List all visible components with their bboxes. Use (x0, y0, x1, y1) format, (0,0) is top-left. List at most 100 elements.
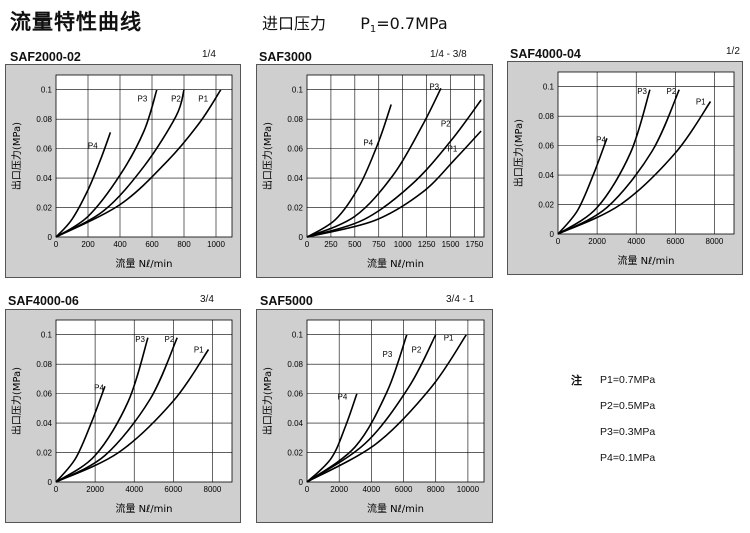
series-line-p3 (306, 87, 442, 238)
series-label-p3: P3 (383, 350, 393, 359)
series-line-p3 (55, 337, 149, 483)
y-tick-origin: 0 (299, 233, 304, 242)
x-tick-label: 6000 (666, 237, 684, 246)
series-label-p1: P1 (696, 97, 706, 106)
y-tick-origin: 0 (48, 478, 53, 487)
inlet-pressure-sub: 1 (369, 24, 377, 35)
y-tick-label: 0.08 (287, 360, 303, 369)
y-tick-label: 0.02 (538, 201, 554, 210)
x-tick-label: 2000 (86, 485, 104, 494)
series-line-p1 (55, 89, 222, 238)
plot-area (55, 74, 233, 238)
inlet-pressure-label: 进口压力 (262, 14, 327, 33)
series-line-p4 (55, 386, 106, 483)
x-tick-label: 2000 (330, 485, 348, 494)
series-label-p2: P2 (171, 95, 181, 104)
inlet-pressure: 进口压力 P1=0.7MPa (262, 10, 448, 35)
y-axis-title: 出口压力(MPa) (261, 122, 274, 190)
legend-entry-p3: P3=0.3MPa (600, 426, 656, 438)
plot-area (306, 319, 485, 483)
series-label-p2: P2 (441, 120, 451, 129)
y-tick-label: 0.08 (538, 112, 554, 121)
x-tick-label: 800 (177, 240, 191, 249)
series-line-p3 (55, 89, 158, 238)
series-label-p3: P3 (135, 335, 145, 344)
plot-area (55, 319, 233, 483)
x-tick-label: 1000 (207, 240, 225, 249)
legend-entry-p4: P4=0.1MPa (600, 452, 656, 464)
chart-size-saf4000-06: 3/4 (200, 294, 214, 305)
x-tick-label: 1250 (418, 240, 436, 249)
y-tick-origin: 0 (48, 233, 53, 242)
x-tick-label: 2000 (588, 237, 606, 246)
x-tick-label: 0 (54, 240, 59, 249)
chart-panel-saf4000-04: 0 2000 4000 6000 8000 0.02 0.04 0.06 0.08 0.1 0 P4 P… (507, 61, 743, 275)
y-tick-label: 0.08 (36, 360, 52, 369)
y-tick-label: 0.06 (538, 142, 554, 151)
series-label-p4: P4 (363, 139, 373, 148)
y-tick-label: 0.06 (36, 145, 52, 154)
x-tick-label: 0 (305, 485, 310, 494)
y-tick-origin: 0 (299, 478, 304, 487)
y-tick-label: 0.04 (36, 174, 52, 183)
y-tick-label: 0.1 (41, 331, 53, 340)
series-line-p4 (306, 104, 392, 238)
x-tick-label: 1750 (466, 240, 484, 249)
series-line-p4 (557, 138, 608, 235)
series-line-p1 (55, 349, 210, 483)
x-axis-title: 流量 Nℓ/min (367, 502, 424, 515)
chart-svg: 0 2000 4000 6000 8000 0.02 0.04 0.06 0.08 0.1 0 P4 P… (512, 71, 735, 267)
series-label-p2: P2 (412, 345, 422, 354)
y-tick-label: 0.02 (36, 204, 52, 213)
inlet-pressure-value: =0.7MPa (376, 14, 448, 33)
series-line-p1 (557, 101, 712, 235)
x-tick-label: 400 (113, 240, 127, 249)
series-line-p2 (55, 89, 185, 238)
y-tick-origin: 0 (550, 230, 555, 239)
x-tick-label: 8000 (706, 237, 724, 246)
y-tick-label: 0.08 (36, 115, 52, 124)
y-tick-label: 0.08 (287, 115, 303, 124)
x-tick-label: 8000 (427, 485, 445, 494)
chart-svg: 0 200 400 600 800 1000 0.02 0.04 0.06 0.08 0.1 0 P4 P… (10, 74, 233, 270)
chart-panel-saf3000: 0 250 500 750 1000 1250 1500 1750 0.02 0.04 0.06 0.… (256, 64, 493, 278)
x-tick-label: 4000 (362, 485, 380, 494)
chart-model-saf4000-04: SAF4000-04 (510, 47, 581, 61)
chart-model-saf3000: SAF3000 (259, 50, 312, 64)
chart-panel-saf2000-02: 0 200 400 600 800 1000 0.02 0.04 0.06 0.08 0.1 0 P4 P… (5, 64, 241, 278)
y-tick-label: 0.04 (36, 419, 52, 428)
series-line-p3 (557, 89, 651, 235)
chart-panel-saf4000-06: 0 2000 4000 6000 8000 0.02 0.04 0.06 0.08 0.1 0 P4 P… (5, 309, 241, 523)
series-line-p3 (306, 334, 408, 483)
y-tick-label: 0.06 (287, 390, 303, 399)
plot-area (557, 71, 735, 235)
chart-model-saf4000-06: SAF4000-06 (8, 294, 79, 308)
chart-size-saf4000-04: 1/2 (726, 46, 740, 57)
chart-model-saf5000: SAF5000 (260, 294, 313, 308)
x-axis-title: 流量 Nℓ/min (367, 257, 424, 270)
series-label-p2: P2 (165, 335, 175, 344)
series-label-p1: P1 (448, 145, 458, 154)
x-tick-label: 6000 (164, 485, 182, 494)
series-label-p2: P2 (667, 87, 677, 96)
x-tick-label: 8000 (204, 485, 222, 494)
chart-size-saf5000: 3/4 - 1 (446, 294, 475, 305)
x-tick-label: 10000 (457, 485, 480, 494)
inlet-pressure-prefix: P (360, 14, 370, 33)
y-tick-label: 0.04 (287, 419, 303, 428)
chart-size-saf3000: 1/4 - 3/8 (430, 49, 467, 60)
legend-entry-p2: P2=0.5MPa (600, 400, 656, 412)
y-tick-label: 0.1 (543, 83, 555, 92)
series-label-p4: P4 (88, 142, 98, 151)
series-label-p4: P4 (596, 136, 606, 145)
series-line-p1 (306, 334, 467, 483)
chart-svg: 0 2000 4000 6000 8000 10000 0.02 0.04 0.06 0.08 0.… (261, 319, 485, 515)
x-axis-title: 流量 Nℓ/min (617, 254, 674, 267)
chart-panel-saf5000: 0 2000 4000 6000 8000 10000 0.02 0.04 0.06 0.08 0.… (256, 309, 493, 523)
y-tick-label: 0.02 (287, 204, 303, 213)
series-label-p4: P4 (338, 393, 348, 402)
legend-note-label: 注 (571, 374, 582, 387)
y-tick-label: 0.06 (287, 145, 303, 154)
y-tick-label: 0.02 (287, 449, 303, 458)
y-tick-label: 0.04 (538, 171, 554, 180)
